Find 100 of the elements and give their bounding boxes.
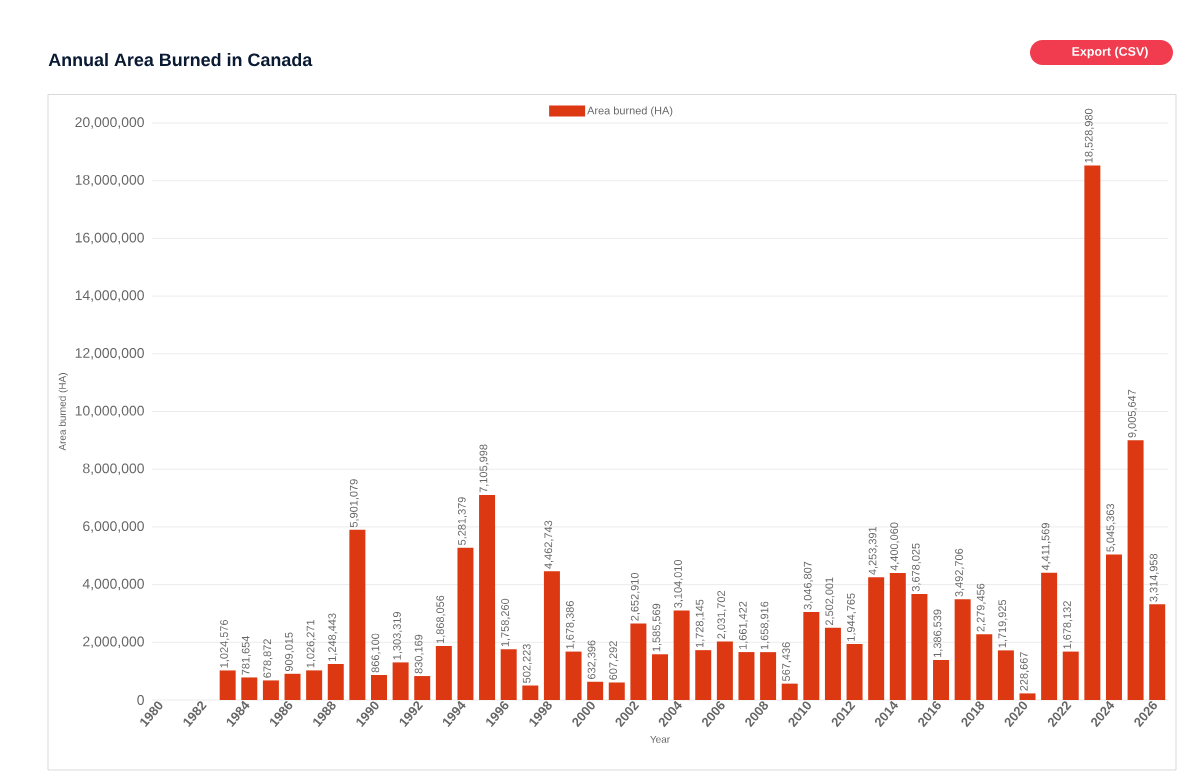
- data-label: 4,253,391: [868, 526, 878, 575]
- data-label: 1,026,271: [306, 619, 316, 668]
- bar: [543, 571, 560, 700]
- y-tick-label: 6,000,000: [83, 521, 144, 533]
- bar: [954, 599, 971, 700]
- data-label: 7,105,998: [479, 444, 489, 493]
- y-tick-label: 12,000,000: [75, 348, 144, 360]
- bar: [479, 495, 496, 700]
- data-label: 3,678,025: [911, 543, 921, 592]
- y-tick-label: 4,000,000: [82, 578, 144, 591]
- x-axis-title: Year: [650, 735, 670, 743]
- data-label: 3,104,010: [674, 559, 684, 608]
- bar: [911, 593, 928, 700]
- bar: [997, 650, 1014, 700]
- bar: [457, 547, 474, 700]
- data-label: 2,031,702: [717, 590, 727, 639]
- data-label: 1,719,925: [998, 599, 1008, 648]
- data-label: 866,100: [371, 633, 381, 673]
- data-label: 567,436: [782, 642, 792, 681]
- data-label: 2,652,910: [630, 572, 640, 621]
- bar: [349, 529, 366, 700]
- bar: [241, 677, 258, 700]
- data-label: 909,015: [285, 632, 295, 672]
- bar: [306, 670, 323, 700]
- bar: [1105, 554, 1122, 700]
- data-label: 1,758,260: [501, 598, 511, 647]
- data-label: 1,303,319: [393, 611, 403, 660]
- bar: [976, 634, 993, 700]
- bar: [933, 660, 950, 700]
- bar: [889, 573, 906, 700]
- data-label: 2,279,456: [976, 583, 986, 632]
- data-label: 781,654: [241, 635, 251, 675]
- bar: [846, 643, 863, 700]
- data-label: 1,585,569: [652, 603, 662, 652]
- bar: [1149, 604, 1166, 700]
- data-label: 18,528,980: [1084, 108, 1094, 163]
- data-label: 1,678,386: [566, 601, 576, 649]
- bar: [587, 681, 604, 700]
- bar: [781, 683, 798, 700]
- y-axis-title: Area burned (HA): [58, 373, 68, 451]
- bar: [695, 650, 712, 700]
- data-label: 2,502,001: [825, 577, 835, 626]
- bar: [327, 663, 344, 700]
- data-label: 1,728,145: [695, 599, 705, 648]
- data-label: 5,281,379: [457, 497, 467, 545]
- bar: [370, 675, 387, 700]
- data-label: 1,678,132: [1063, 601, 1073, 649]
- y-tick-label: 14,000,000: [75, 290, 144, 302]
- data-label: 3,314,958: [1149, 553, 1159, 602]
- y-tick-label: 8,000,000: [83, 463, 144, 475]
- data-label: 3,492,706: [955, 548, 965, 597]
- text: Export (CSV): [1072, 46, 1148, 59]
- data-label: 1,024,576: [220, 619, 230, 668]
- data-label: 4,411,569: [1041, 523, 1051, 571]
- y-tick-label: 10,000,000: [75, 405, 144, 418]
- bar: [630, 623, 647, 700]
- bar: [652, 654, 669, 700]
- y-tick-label: 16,000,000: [75, 232, 144, 245]
- data-label: 5,045,363: [1106, 503, 1116, 552]
- bar: [1019, 693, 1036, 700]
- data-label: 4,400,060: [890, 522, 900, 571]
- data-label: 228,667: [1019, 652, 1030, 691]
- bar: [565, 651, 582, 700]
- bar: [760, 652, 777, 700]
- bar: [435, 646, 452, 700]
- bar: [500, 649, 517, 700]
- data-label: 1,658,916: [760, 601, 770, 650]
- data-label: 607,292: [609, 641, 619, 680]
- data-label: 1,386,539: [933, 609, 943, 657]
- legend-label: Area burned (HA): [587, 106, 673, 117]
- data-label: 1,248,443: [328, 613, 338, 661]
- bar: [1062, 651, 1079, 700]
- bar: [219, 670, 236, 700]
- bar: [673, 610, 690, 700]
- bar: [738, 652, 755, 700]
- data-label: 678,872: [263, 639, 273, 678]
- bar: [716, 641, 733, 700]
- bar: [414, 676, 431, 700]
- bar: [262, 680, 279, 700]
- bar: [392, 662, 409, 700]
- bar: [868, 577, 885, 700]
- data-label: 1,661,422: [738, 601, 749, 650]
- data-label: 9,005,647: [1128, 389, 1138, 438]
- bar: [608, 682, 625, 700]
- data-label: 1,944,765: [847, 593, 857, 641]
- data-label: 3,046,807: [803, 561, 813, 610]
- bar: [824, 627, 841, 700]
- y-tick-label: 20,000,000: [75, 117, 144, 129]
- y-tick-label: 18,000,000: [75, 174, 144, 187]
- bar: [1127, 440, 1144, 700]
- data-label: 4,462,743: [544, 520, 554, 569]
- data-label: 502,223: [522, 644, 532, 683]
- data-label: 632,396: [587, 640, 597, 679]
- chart-title: Annual Area Burned in Canada: [48, 53, 313, 67]
- data-label: 1,868,056: [436, 595, 446, 644]
- data-label: 5,901,079: [349, 479, 359, 528]
- bar: [284, 673, 301, 700]
- y-tick-label: 2,000,000: [83, 636, 144, 649]
- bar: [803, 612, 820, 700]
- data-label: 830,169: [414, 634, 424, 674]
